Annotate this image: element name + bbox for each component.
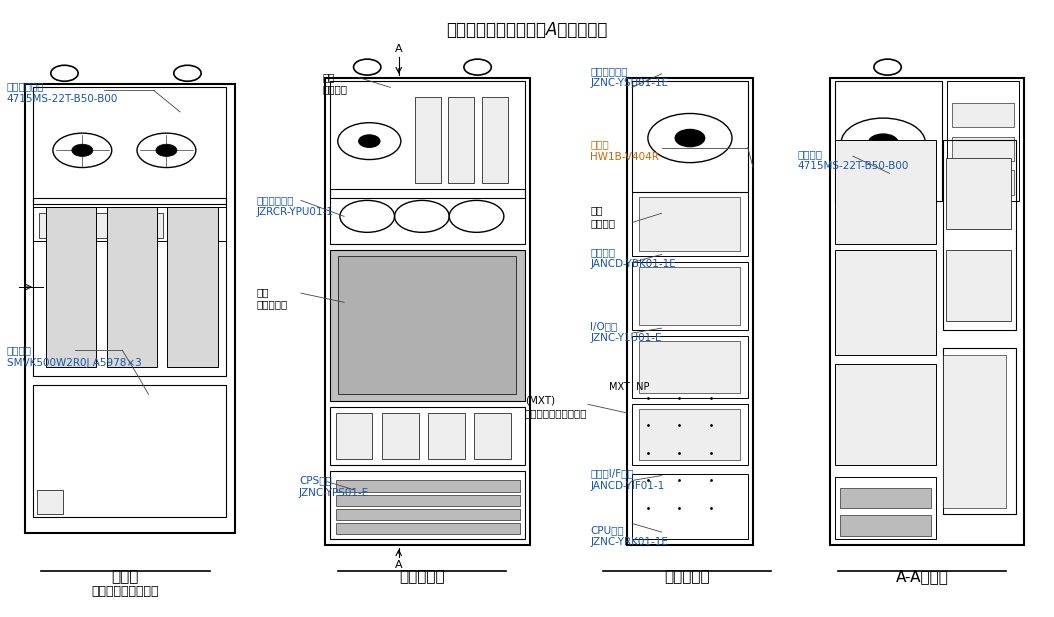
Text: (MXT)
机器人专用输入端子台: (MXT) 机器人专用输入端子台 — [525, 395, 587, 418]
Bar — [335, 509, 520, 520]
Bar — [953, 103, 1014, 127]
Bar — [942, 139, 1016, 330]
Text: 电源接通单元
JZRCR-YPU01-1: 电源接通单元 JZRCR-YPU01-1 — [257, 195, 334, 217]
Text: A: A — [395, 560, 403, 570]
Bar — [337, 256, 516, 394]
Bar — [414, 97, 441, 183]
Text: 参照
断路器表: 参照 断路器表 — [323, 72, 347, 94]
Bar — [942, 349, 1016, 514]
Bar — [335, 481, 520, 492]
Bar — [835, 81, 942, 201]
Bar — [106, 207, 157, 367]
Bar — [946, 250, 1011, 321]
Bar — [835, 478, 936, 539]
Text: A: A — [395, 44, 403, 54]
Bar — [948, 81, 1019, 201]
Text: 急停键
HW1B-V404R: 急停键 HW1B-V404R — [590, 139, 659, 162]
Bar — [330, 81, 525, 198]
Bar — [840, 488, 931, 508]
Text: 背部导流风扇
4715MS-22T-B50-B00: 背部导流风扇 4715MS-22T-B50-B00 — [6, 81, 118, 104]
Text: 中、大型机型的构成－A柜（标准）: 中、大型机型的构成－A柜（标准） — [446, 21, 608, 39]
Bar — [632, 262, 747, 330]
Text: 柜門内側図: 柜門内側図 — [664, 569, 709, 584]
Bar — [45, 207, 96, 367]
Circle shape — [72, 144, 93, 157]
Text: 背面図: 背面図 — [112, 569, 139, 584]
Bar — [946, 158, 1011, 229]
Bar — [178, 213, 210, 238]
Text: 回生电阻
SMVK500W2R0J A5978×3: 回生电阻 SMVK500W2R0J A5978×3 — [6, 346, 141, 368]
Bar — [33, 198, 227, 376]
Bar — [132, 213, 163, 238]
Circle shape — [358, 135, 379, 147]
Text: MXT  NP: MXT NP — [609, 382, 649, 392]
Bar — [168, 207, 218, 367]
Bar — [335, 495, 520, 506]
Bar — [640, 197, 740, 251]
Circle shape — [156, 144, 177, 157]
Bar — [835, 250, 936, 355]
Bar — [335, 413, 372, 459]
Bar — [428, 413, 465, 459]
Bar — [829, 78, 1024, 545]
Text: 参照
伺服单元表: 参照 伺服单元表 — [257, 287, 288, 309]
Bar — [640, 408, 740, 460]
Bar — [330, 471, 525, 539]
Bar — [33, 385, 227, 517]
Text: 抱闸基板
JANCD-YBK01-1E: 抱闸基板 JANCD-YBK01-1E — [590, 247, 676, 270]
Text: I/O单元
JZNC-Y1U01-E: I/O单元 JZNC-Y1U01-E — [590, 321, 662, 343]
Bar — [482, 97, 508, 183]
Circle shape — [676, 130, 705, 147]
Bar — [448, 97, 474, 183]
Text: 机器人I/F基板
JANCD-YIF01-1: 机器人I/F基板 JANCD-YIF01-1 — [590, 468, 664, 491]
Bar — [632, 474, 747, 539]
Text: 机械安全单元
JZNC-YSU01-1E: 机械安全单元 JZNC-YSU01-1E — [590, 66, 668, 88]
Bar — [648, 215, 688, 238]
Bar — [330, 407, 525, 465]
Bar — [24, 85, 235, 532]
Bar — [632, 404, 747, 465]
Bar — [835, 364, 936, 465]
Bar — [632, 81, 747, 192]
Bar — [835, 139, 936, 244]
Bar — [85, 213, 117, 238]
Bar — [840, 515, 931, 536]
Bar — [335, 523, 520, 534]
Bar — [632, 192, 747, 256]
Bar — [382, 413, 418, 459]
Bar — [632, 336, 747, 397]
Bar — [627, 78, 753, 545]
Text: 柜内风扇
4715MS-22T-B50-B00: 柜内风扇 4715MS-22T-B50-B00 — [797, 149, 909, 171]
Bar — [39, 213, 71, 238]
Bar — [330, 189, 525, 244]
Text: （取下后盖的状态）: （取下后盖的状态） — [92, 585, 159, 598]
Text: 参照
整流器表: 参照 整流器表 — [590, 205, 616, 228]
Bar — [330, 250, 525, 400]
Bar — [37, 490, 63, 514]
Bar — [640, 341, 740, 392]
Circle shape — [868, 134, 898, 151]
Bar — [474, 413, 511, 459]
Bar — [942, 355, 1006, 508]
Text: CPS单元
JZNC-YPS01-E: CPS单元 JZNC-YPS01-E — [299, 476, 369, 498]
Bar — [640, 267, 740, 325]
Text: A-A剖面図: A-A剖面図 — [896, 569, 949, 584]
Text: 柜内正面図: 柜内正面図 — [399, 569, 445, 584]
Bar — [33, 88, 227, 204]
Bar — [33, 207, 227, 241]
Bar — [326, 78, 530, 545]
Bar — [953, 136, 1014, 161]
Text: CPU单元
JZNC-YRK01-1E: CPU单元 JZNC-YRK01-1E — [590, 524, 668, 547]
Bar — [953, 170, 1014, 195]
